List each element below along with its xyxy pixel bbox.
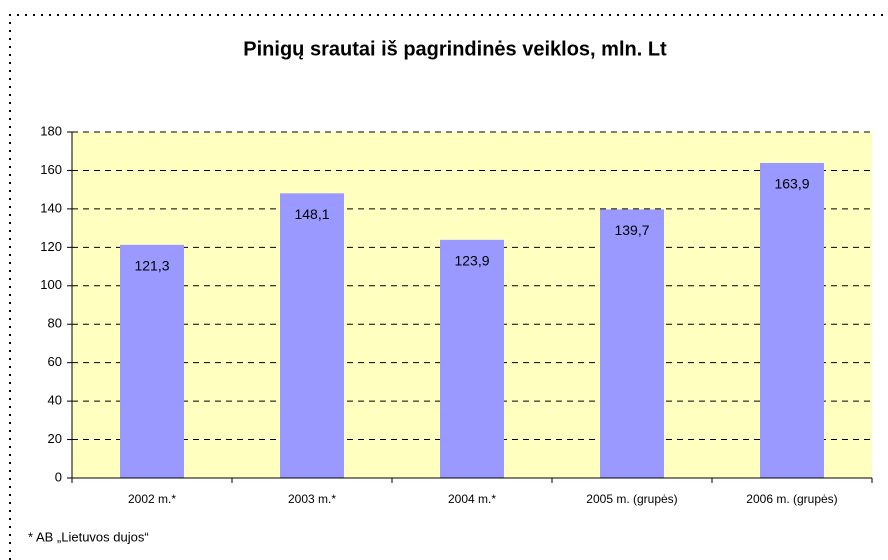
x-tick-label: 2004 m.*: [448, 492, 496, 506]
x-tick-label: 2006 m. (grupės): [746, 492, 837, 506]
value-label: 148,1: [294, 206, 329, 222]
y-tick-label: 180: [40, 123, 62, 138]
value-label: 139,7: [614, 222, 649, 238]
x-tick-label: 2002 m.*: [128, 492, 176, 506]
y-tick-label: 100: [40, 277, 62, 292]
value-label: 163,9: [774, 176, 809, 192]
x-tick-label: 2005 m. (grupės): [586, 492, 677, 506]
y-tick-label: 60: [48, 354, 62, 369]
x-tick-label: 2003 m.*: [288, 492, 336, 506]
bar: [120, 244, 184, 478]
bar: [280, 193, 344, 478]
value-label: 121,3: [134, 258, 169, 274]
chart-border: [9, 14, 888, 560]
y-tick-label: 0: [55, 469, 62, 484]
bar: [600, 209, 664, 478]
y-tick-label: 140: [40, 200, 62, 215]
bar: [440, 239, 504, 478]
y-tick-label: 20: [48, 431, 62, 446]
y-tick-label: 160: [40, 162, 62, 177]
y-tick-label: 120: [40, 239, 62, 254]
y-tick-label: 40: [48, 393, 62, 408]
bar: [760, 162, 824, 478]
value-label: 123,9: [454, 253, 489, 269]
y-tick-label: 80: [48, 316, 62, 331]
chart-title: Pinigų srautai iš pagrindinės veiklos, m…: [243, 38, 667, 60]
footnote: * AB „Lietuvos dujos“: [28, 529, 149, 544]
